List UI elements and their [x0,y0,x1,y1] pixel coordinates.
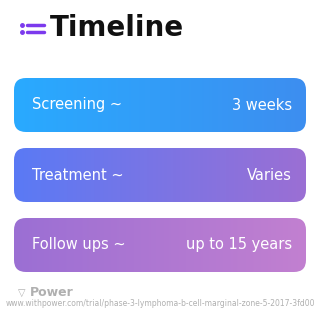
Text: Treatment ~: Treatment ~ [32,167,124,182]
Text: Varies: Varies [247,167,292,182]
Text: Screening ~: Screening ~ [32,97,122,112]
Text: www.withpower.com/trial/phase-3-lymphoma-b-cell-marginal-zone-5-2017-3fd00: www.withpower.com/trial/phase-3-lymphoma… [5,299,315,307]
Text: ▽: ▽ [18,288,26,298]
Text: Follow ups ~: Follow ups ~ [32,237,126,252]
Text: Timeline: Timeline [50,14,184,43]
Text: Power: Power [30,286,74,300]
Text: up to 15 years: up to 15 years [186,237,292,252]
Text: 3 weeks: 3 weeks [232,97,292,112]
